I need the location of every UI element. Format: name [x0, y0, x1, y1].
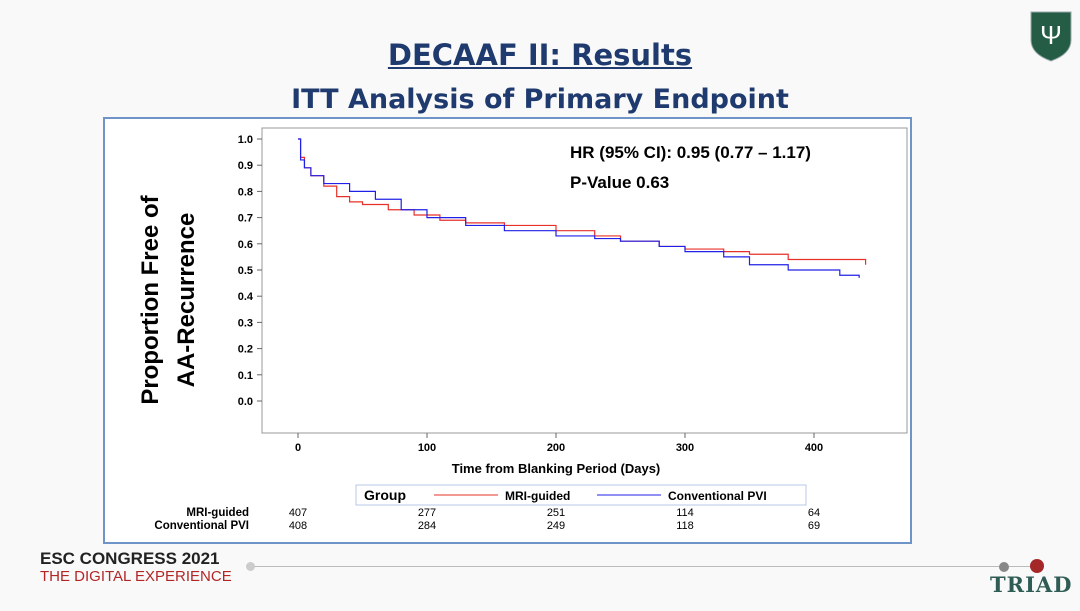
y-axis-label-line2: AA-Recurrence	[173, 213, 200, 388]
svg-text:Ψ: Ψ	[1040, 20, 1062, 50]
footer-divider	[250, 566, 1040, 567]
progress-dot-current	[1030, 559, 1044, 573]
p-value-annotation: P-Value 0.63	[570, 173, 669, 192]
plot-area	[261, 127, 908, 434]
y-tick-label: 0.5	[238, 265, 253, 277]
legend-title: Group	[364, 487, 406, 503]
legend-conv: Conventional PVI	[668, 489, 767, 503]
progress-dot-start	[246, 562, 255, 571]
slide-title: DECAAF II: Results	[387, 38, 693, 72]
risk-value: 277	[418, 507, 436, 519]
y-tick-label: 0.0	[238, 396, 253, 408]
legend: Group MRI-guided Conventional PVI	[355, 484, 807, 506]
risk-value: 249	[547, 520, 565, 532]
y-axis-label-line1: Proportion Free of	[137, 194, 164, 404]
y-tick-label: 0.4	[238, 291, 254, 303]
x-tick-label: 200	[547, 442, 565, 454]
y-tick-label: 0.9	[238, 160, 253, 172]
x-axis-label: Time from Blanking Period (Days)	[452, 461, 661, 476]
series-line-conventional-pvi	[298, 138, 860, 278]
hr-annotation: HR (95% CI): 0.95 (0.77 – 1.17)	[570, 143, 811, 162]
risk-value: 251	[547, 507, 565, 519]
risk-value: 69	[808, 520, 820, 532]
risk-row-label: Conventional PVI	[154, 520, 249, 532]
y-tick-label: 0.1	[238, 370, 253, 382]
y-tick-label: 0.3	[238, 317, 253, 329]
x-tick-label: 400	[805, 442, 823, 454]
risk-row-label: MRI-guided	[186, 507, 249, 519]
y-tick-label: 0.2	[238, 344, 253, 356]
y-tick-label: 0.7	[238, 213, 253, 225]
x-tick-label: 300	[676, 442, 694, 454]
risk-value: 407	[289, 507, 307, 519]
risk-value: 64	[808, 507, 820, 519]
x-tick-label: 0	[295, 442, 301, 454]
triad-logo: TRIAD	[990, 572, 1073, 597]
legend-mri: MRI-guided	[505, 489, 570, 503]
y-tick-label: 1.0	[238, 134, 253, 146]
congress-name: ESC CONGRESS 2021	[40, 549, 220, 568]
tulane-shield-logo: Ψ	[1030, 10, 1072, 67]
congress-tagline: THE DIGITAL EXPERIENCE	[40, 568, 232, 585]
y-tick-label: 0.8	[238, 186, 253, 198]
risk-value: 118	[676, 520, 694, 532]
slide-subtitle: ITT Analysis of Primary Endpoint	[291, 84, 789, 115]
chart-frame	[103, 117, 912, 544]
risk-value: 114	[676, 507, 694, 519]
y-tick-label: 0.6	[238, 239, 253, 251]
x-tick-label: 100	[418, 442, 436, 454]
risk-value: 284	[418, 520, 436, 532]
risk-value: 408	[289, 520, 307, 532]
progress-dot	[999, 562, 1009, 572]
